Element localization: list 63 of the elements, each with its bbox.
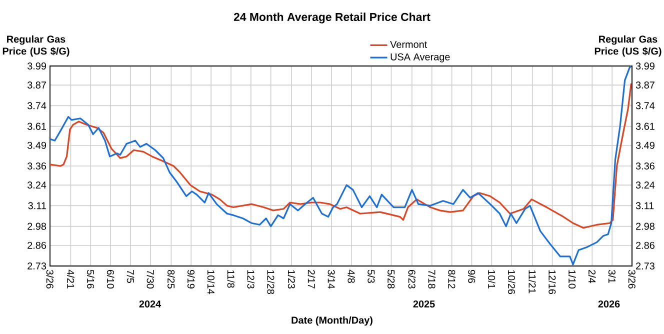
x-tick-label: 3/14 <box>328 270 336 289</box>
y-axis-title: Regular Gas Price (US $/G) <box>2 35 70 57</box>
y2-tick-label: 3.74 <box>636 102 655 110</box>
x-tick-label: 5/28 <box>388 270 395 288</box>
x-tick-label: 4/8 <box>348 270 356 283</box>
text: 2025 <box>413 300 435 308</box>
y2-tick-label: 3.87 <box>636 82 654 89</box>
y2-tick-label: 3.11 <box>636 202 654 210</box>
x-tick-label: 9/19 <box>187 270 195 288</box>
y-tick-label: 3.61 <box>27 122 46 130</box>
x-tick-label: 9/6 <box>468 270 476 283</box>
chart-title: 24 Month Average Retail Price Chart <box>234 12 430 24</box>
y-tick-label: 3.24 <box>27 182 46 189</box>
text: 2026 <box>598 300 620 308</box>
x-tick-label: 1/23 <box>288 270 296 288</box>
y2-tick-label: 3.99 <box>636 62 654 70</box>
y-tick-label: 3.11 <box>28 202 46 210</box>
x-tick-label: 4/21 <box>67 270 74 288</box>
x-tick-label: 3/1 <box>608 270 616 283</box>
x-tick-label: 7/18 <box>428 270 436 288</box>
x-tick-label: 12/28 <box>267 270 274 294</box>
x-tick-label: 7/5 <box>126 270 134 283</box>
x-tick-label: 11/21 <box>528 270 536 294</box>
y-tick-label: 3.36 <box>27 162 46 170</box>
x-tick-label: 12/3 <box>247 270 255 288</box>
y-tick-label: 3.49 <box>27 142 46 149</box>
text: 2024 <box>139 300 162 308</box>
x-tick-label: 8/12 <box>448 270 456 288</box>
y2-tick-label: 2.73 <box>636 262 654 270</box>
y2-tick-label: 3.36 <box>636 162 654 170</box>
x-tick-label: 1/10 <box>568 270 576 289</box>
legend-label: Vermont <box>390 41 428 48</box>
x-tick-label: 5/3 <box>368 270 375 283</box>
x-tick-label: 12/16 <box>548 270 556 294</box>
x-tick-label: 2/17 <box>308 270 316 288</box>
y-tick-label: 2.73 <box>28 262 46 270</box>
x-tick-label: 10/14 <box>207 270 215 294</box>
x-tick-label: 11/8 <box>227 270 235 288</box>
y2-tick-label: 2.98 <box>636 222 654 230</box>
line-series <box>49 82 632 229</box>
y2-tick-label: 3.61 <box>636 122 654 130</box>
x-tick-label: 2/4 <box>588 270 596 284</box>
y-tick-label: 2.86 <box>28 242 46 249</box>
x-tick-label: 8/25 <box>168 270 175 288</box>
y-tick-label: 3.74 <box>27 102 46 110</box>
y-tick-label: 2.98 <box>28 222 46 230</box>
y2-tick-label: 3.49 <box>636 142 654 149</box>
x-tick-label: 5/16 <box>87 270 94 288</box>
line-series <box>49 65 632 266</box>
x-tick-label: 7/30 <box>146 270 154 289</box>
x-tick-label: 3/26 <box>628 270 636 288</box>
x-axis-title: Date (Month/Day) <box>292 316 372 326</box>
x-tick-label: 3/26 <box>46 270 54 288</box>
y2-axis-title: Regular Gas Price (US $/G) <box>594 35 662 57</box>
x-tick-label: 6/23 <box>408 270 416 288</box>
x-tick-label: 6/10 <box>106 270 114 289</box>
y2-tick-label: 3.24 <box>636 182 655 189</box>
y-tick-label: 3.99 <box>27 62 46 70</box>
legend-label: USA Average <box>390 53 450 62</box>
y-tick-label: 3.87 <box>27 82 46 89</box>
x-tick-label: 10/1 <box>488 270 496 288</box>
y2-tick-label: 2.86 <box>636 242 654 249</box>
x-tick-label: 10/26 <box>508 270 516 294</box>
